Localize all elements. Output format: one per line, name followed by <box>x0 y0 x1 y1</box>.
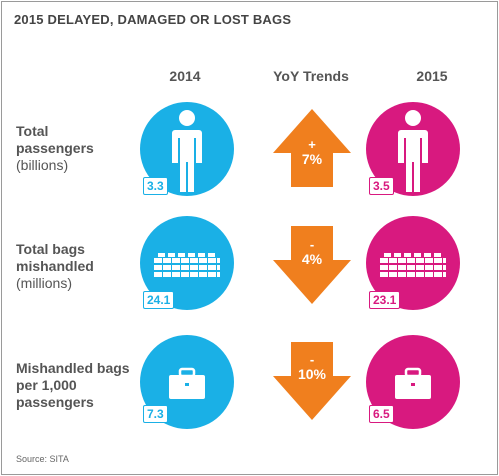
infographic-title: 2015 DELAYED, DAMAGED OR LOST BAGS <box>14 12 292 27</box>
circle-2014-per-1000: 7.3 <box>140 335 234 429</box>
trend-label-bags-mishandled: - 4% <box>269 237 355 267</box>
circle-2014-passengers: 3.3 <box>140 102 234 196</box>
row-label-mishandled-per-1000: Mishandled bags per 1,000 passengers <box>16 360 131 411</box>
luggage-pile-icon <box>154 253 220 277</box>
trend-sign: - <box>309 352 315 367</box>
trend-sign: - <box>309 237 315 252</box>
briefcase-icon <box>169 367 205 399</box>
value-badge-2015: 6.5 <box>369 405 394 423</box>
row-label-unit: (billions) <box>16 157 69 173</box>
circle-2015-bags-mishandled: 23.1 <box>366 216 460 310</box>
row-label-title: Total passengers <box>16 123 94 156</box>
row-label-title: Total bags mishandled <box>16 241 94 274</box>
down-arrow-icon <box>273 342 351 420</box>
column-header-2014: 2014 <box>169 68 201 84</box>
row-label-unit: (millions) <box>16 275 72 291</box>
circle-2015-per-1000: 6.5 <box>366 335 460 429</box>
value-badge-2015: 3.5 <box>369 177 394 195</box>
trend-sign: + <box>308 137 316 152</box>
circle-2015-passengers: 3.5 <box>366 102 460 196</box>
trend-label-passengers: + 7% <box>269 137 355 167</box>
value-badge-2014: 24.1 <box>143 291 175 309</box>
trend-label-per-1000: - 10% <box>269 352 355 382</box>
column-header-2015: 2015 <box>416 68 448 84</box>
row-label-total-bags-mishandled: Total bags mishandled (millions) <box>16 241 131 292</box>
trend-value: 10% <box>297 366 327 382</box>
source-note: Source: SITA <box>16 454 69 464</box>
value-badge-2014: 3.3 <box>143 177 168 195</box>
row-label-total-passengers: Total passengers (billions) <box>16 123 126 174</box>
person-icon <box>172 110 202 192</box>
person-icon <box>398 110 428 192</box>
trend-value: 4% <box>301 251 323 267</box>
circle-2014-bags-mishandled: 24.1 <box>140 216 234 310</box>
value-badge-2014: 7.3 <box>143 405 168 423</box>
briefcase-icon <box>395 367 431 399</box>
column-header-yoy-trends: YoY Trends <box>273 68 349 84</box>
down-arrow-icon <box>273 226 351 304</box>
up-arrow-icon <box>273 109 351 187</box>
row-label-title: Mishandled bags per 1,000 passengers <box>16 360 130 410</box>
trend-value: 7% <box>301 151 323 167</box>
luggage-pile-icon <box>380 253 446 277</box>
value-badge-2015: 23.1 <box>369 291 401 309</box>
